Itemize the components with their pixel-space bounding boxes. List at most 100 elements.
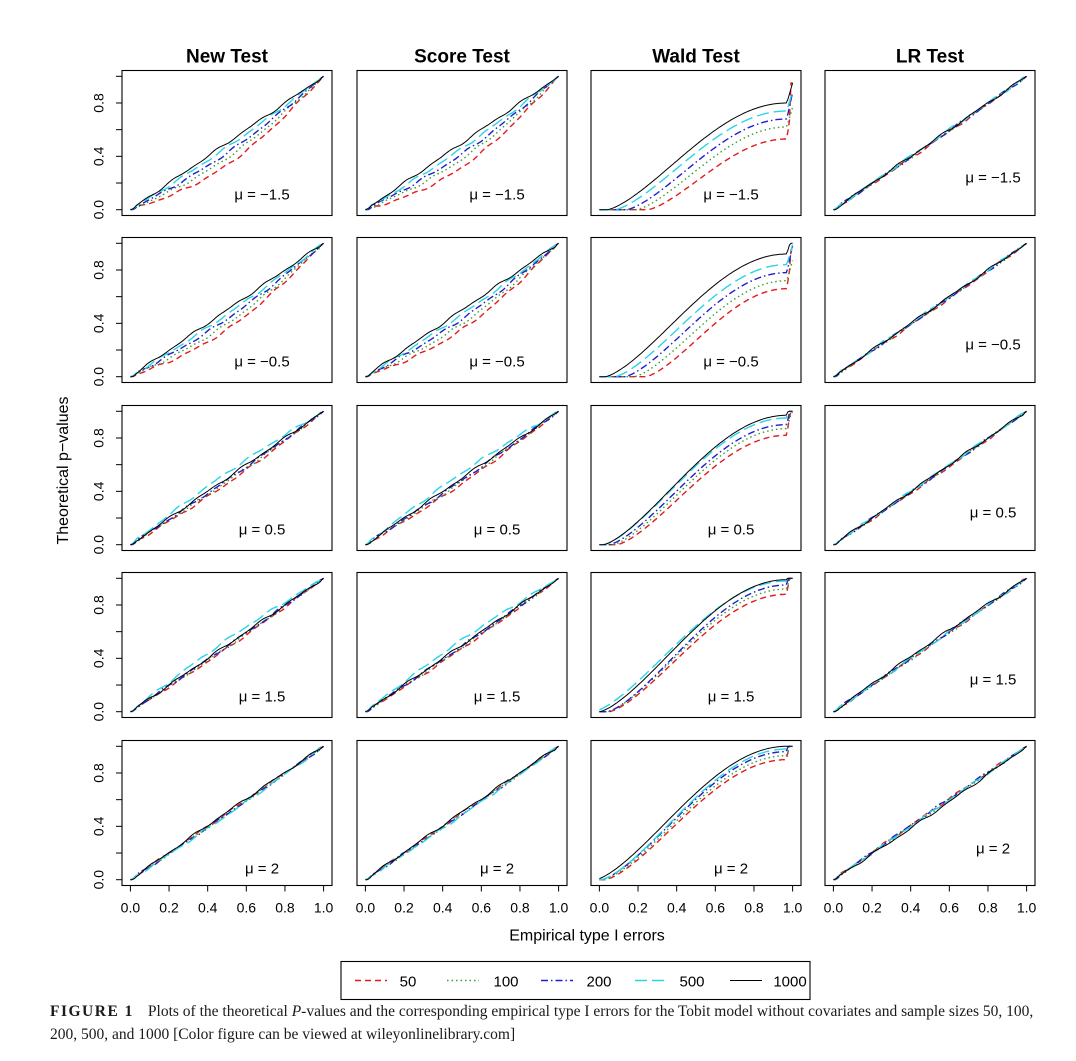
panel-frame (824, 739, 1036, 887)
series-line (599, 577, 793, 713)
caption-text-2: -values and the corresponding empirical … (50, 1003, 1034, 1043)
panel: μ = −0.5 (824, 236, 1036, 384)
series-line (130, 745, 324, 881)
panel: μ = −0.5 0.0 0.4 0.8 (91, 236, 333, 387)
x-tick-label: 0.8 (510, 900, 530, 916)
mu-label: μ = −0.5 (703, 354, 758, 371)
series-line (599, 82, 794, 211)
panel: μ = −1.5 (824, 69, 1036, 217)
series-line (365, 410, 559, 546)
series-line (599, 92, 794, 211)
x-tick-label: 0.8 (744, 900, 764, 916)
legend-label: 1000 (773, 974, 806, 991)
panel: μ = −1.5 (356, 69, 568, 217)
panel-frame (121, 571, 333, 719)
panel: μ = 2 0.0 0.4 0.8 0.0 0.2 0.4 0.6 0.8 1.0 (91, 739, 334, 916)
mu-label: μ = 1.5 (970, 672, 1017, 689)
series-line (365, 242, 559, 378)
panels-grid: μ = −1.50.00.40.8μ = −1.5 μ = −1.5μ = −1.… (91, 69, 1037, 916)
panel-frame (121, 404, 333, 552)
x-tick-label: 0.0 (121, 900, 141, 916)
column-titles: New Test Score Test Wald Test LR Test (186, 47, 965, 68)
series-line (130, 75, 324, 211)
series-line (833, 745, 1027, 881)
series-line (365, 745, 559, 881)
series-line (130, 242, 324, 378)
series-line (599, 242, 793, 378)
series-line (365, 75, 559, 211)
series-line (365, 242, 559, 378)
mu-label: μ = 0.5 (239, 522, 286, 539)
y-tick-label: 0.4 (91, 648, 107, 668)
series-line (365, 577, 559, 713)
series-line (833, 745, 1027, 881)
x-tick-label: 0.8 (275, 900, 295, 916)
panel-frame (121, 739, 333, 887)
y-tick-label: 0.0 (91, 535, 107, 555)
series-line (130, 75, 324, 211)
series-line (365, 410, 559, 546)
x-tick-label: 0.2 (159, 900, 179, 916)
x-tick-label: 1.0 (783, 900, 803, 916)
series-line (130, 242, 324, 378)
column-title: Wald Test (652, 47, 740, 68)
panel-frame (121, 69, 333, 217)
panel: μ = −0.5 (356, 236, 568, 384)
column-title: LR Test (896, 47, 965, 68)
panel-frame (824, 404, 1036, 552)
legend-box (340, 960, 811, 1001)
panel-frame (590, 236, 802, 384)
series-line (365, 577, 559, 713)
x-tick-label: 1.0 (549, 900, 569, 916)
caption-text-1: Plots of the theoretical (147, 1003, 292, 1020)
mu-label: μ = 1.5 (239, 689, 286, 706)
panel-frame (824, 571, 1036, 719)
mu-label: μ = −1.5 (234, 187, 289, 204)
series-line (599, 577, 793, 713)
series-line (833, 410, 1027, 546)
series-line (599, 410, 793, 546)
x-tick-label: 0.6 (237, 900, 257, 916)
panel-frame (121, 236, 333, 384)
panel: μ = 1.5 (356, 571, 568, 719)
x-tick-label: 0.4 (433, 900, 453, 916)
series-line (599, 410, 794, 546)
x-tick-label: 0.6 (940, 900, 960, 916)
series-line (130, 242, 324, 378)
x-tick-label: 1.0 (1017, 900, 1037, 916)
x-tick-label: 0.4 (667, 900, 687, 916)
series-line (599, 745, 793, 880)
y-tick-label: 0.0 (91, 200, 107, 220)
series-line (599, 82, 793, 211)
x-tick-label: 0.2 (394, 900, 414, 916)
panel: μ = 0.5 (824, 404, 1036, 552)
legend-label: 100 (493, 974, 518, 991)
x-tick-label: 0.4 (901, 900, 921, 916)
series-line (130, 75, 324, 211)
legend: 50 100 200 500 1000 (340, 960, 811, 1001)
series-line (130, 577, 324, 713)
column-title: New Test (186, 47, 269, 68)
panel: μ = 0.5 0.0 0.4 0.8 (91, 404, 333, 555)
series-line (365, 242, 559, 378)
mu-label: μ = 2 (245, 861, 279, 878)
series-line (599, 745, 793, 881)
y-tick-label: 0.0 (91, 702, 107, 722)
series-line (599, 410, 793, 546)
series-line (599, 745, 793, 881)
mu-label: μ = 0.5 (970, 505, 1017, 522)
y-axis-label: Theoretical p−values (55, 396, 72, 544)
x-tick-label: 0.6 (706, 900, 726, 916)
y-tick-label: 0.8 (91, 595, 107, 615)
series-line (365, 745, 559, 881)
column-title: Score Test (414, 47, 510, 68)
y-tick-label: 0.4 (91, 146, 107, 166)
series-line (599, 410, 793, 546)
panel-frame (356, 739, 568, 887)
mu-label: μ = −1.5 (965, 170, 1020, 187)
mu-label: μ = 0.5 (708, 522, 755, 539)
series-line (599, 245, 794, 378)
y-tick-label: 0.0 (91, 367, 107, 387)
x-tick-label: 1.0 (314, 900, 334, 916)
